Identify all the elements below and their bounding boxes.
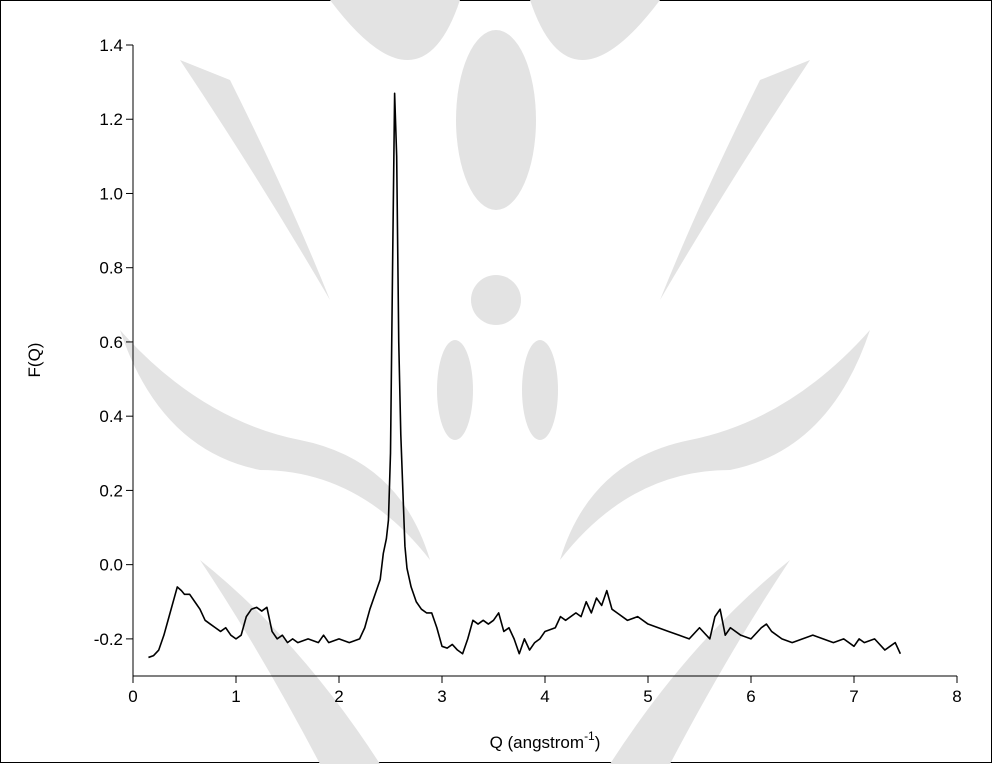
y-tick-label: -0.2: [94, 630, 123, 649]
x-tick-label: 8: [952, 687, 961, 706]
x-tick-label: 4: [540, 687, 549, 706]
x-tick-label: 0: [128, 687, 137, 706]
x-tick-label: 5: [643, 687, 652, 706]
y-axis-label: F(Q): [25, 343, 44, 378]
y-tick-label: 0.2: [99, 481, 123, 500]
watermark: [120, 0, 870, 764]
y-tick-label: 1.2: [99, 110, 123, 129]
x-label-suffix: ): [595, 733, 601, 752]
data-line: [148, 92, 902, 659]
y-tick-label: 0.8: [99, 259, 123, 278]
x-label-superscript: -1: [584, 729, 595, 743]
x-tick-label: 7: [849, 687, 858, 706]
y-tick-label: 1.0: [99, 184, 123, 203]
x-axis-label: Q (angstrom-1): [490, 729, 601, 752]
x-tick-label: 1: [231, 687, 240, 706]
x-tick-label: 3: [437, 687, 446, 706]
x-tick-label: 6: [746, 687, 755, 706]
y-tick-label: 1.4: [99, 36, 123, 55]
y-tick-label: 0.6: [99, 333, 123, 352]
x-label-text: Q (angstrom: [490, 733, 584, 752]
y-tick-label: 0.0: [99, 556, 123, 575]
x-tick-label: 2: [334, 687, 343, 706]
y-tick-label: 0.4: [99, 407, 123, 426]
